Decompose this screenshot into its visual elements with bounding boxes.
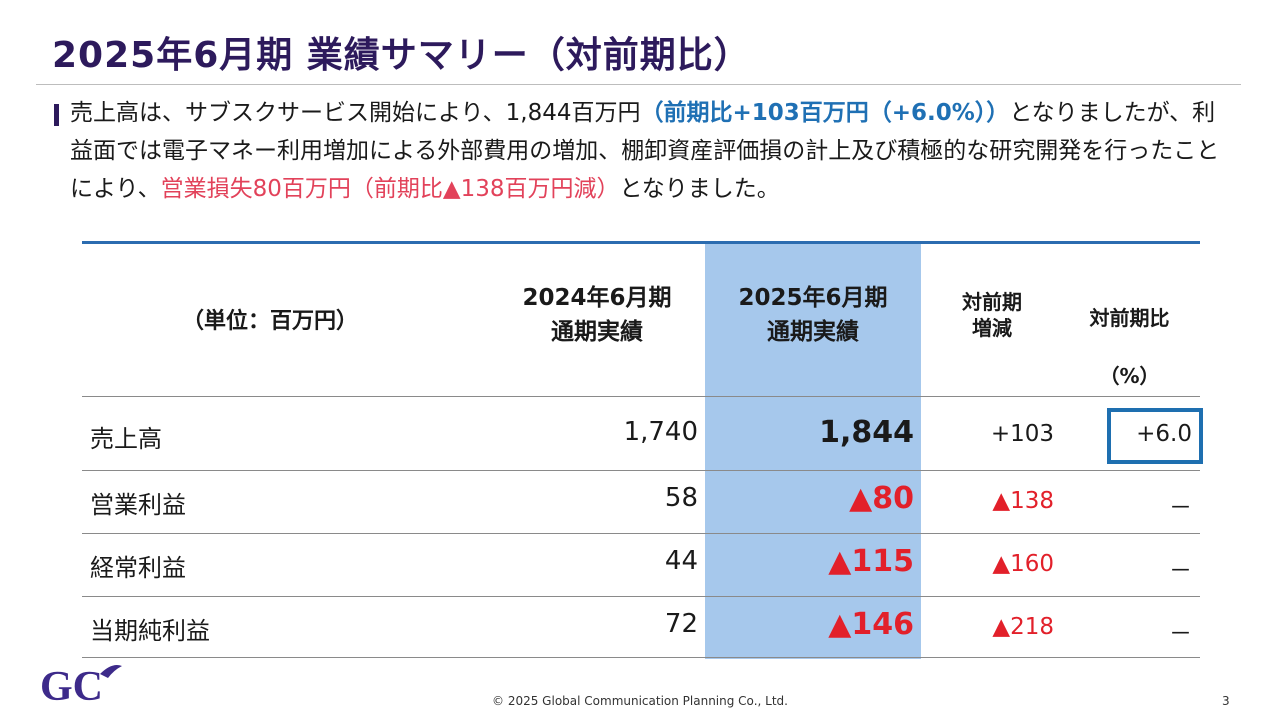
summary-part-3: となりましたが、利益面では電子マネー利用増加による外部費用の増加、棚卸資産評価損…: [70, 100, 1220, 202]
sales-diff: +103: [990, 421, 1054, 447]
company-logo: GC: [40, 664, 122, 708]
row-divider: [82, 396, 1200, 397]
header-diff: 対前期 増減: [937, 289, 1047, 341]
header-curr-line1: 2025年6月期: [738, 285, 888, 311]
copyright-footer: © 2025 Global Communication Planning Co.…: [492, 694, 788, 708]
header-ratio-line1: 対前期比: [1089, 306, 1170, 330]
summary-text: 売上高は、サブスクサービス開始により、1,844百万円（前期比+103百万円（+…: [70, 94, 1220, 208]
net-income-diff: ▲218: [992, 614, 1054, 640]
sales-curr: 1,844: [819, 415, 914, 450]
row-divider: [82, 596, 1200, 597]
page-number: 3: [1222, 694, 1230, 708]
header-prev-line2: 通期実績: [551, 319, 643, 345]
sales-prev: 1,740: [623, 417, 698, 447]
table-top-rule: [82, 241, 1200, 244]
ordinary-income-ratio: －: [1169, 558, 1192, 584]
page-title: 2025年6月期 業績サマリー（対前期比）: [52, 35, 751, 76]
row-divider: [82, 657, 1200, 658]
summary-part-5: となりました。: [619, 176, 780, 202]
header-diff-line2: 増減: [972, 316, 1012, 340]
summary-sales-change: （前期比+103百万円（+6.0%））: [640, 100, 1010, 126]
row-divider: [82, 533, 1200, 534]
summary-bullet-bar: [54, 104, 59, 126]
logo-text: GC: [40, 664, 103, 708]
header-curr-line2: 通期実績: [767, 319, 859, 345]
header-prev-line1: 2024年6月期: [522, 285, 672, 311]
summary-part-1: 売上高は、サブスクサービス開始により、1,844百万円: [70, 100, 641, 126]
sales-ratio-highlight-box: [1107, 408, 1203, 464]
header-ratio-line2: （%）: [1099, 364, 1160, 388]
net-income-ratio: －: [1169, 621, 1192, 647]
header-diff-line1: 対前期: [962, 290, 1022, 314]
operating-income-curr: ▲80: [849, 481, 914, 516]
unit-label: （単位：百万円）: [182, 309, 359, 334]
row-label-ordinary-income: 経常利益: [90, 554, 186, 582]
results-table: （単位：百万円） 2024年6月期 通期実績 2025年6月期 通期実績 対前期…: [82, 241, 1203, 659]
row-label-sales: 売上高: [90, 425, 162, 453]
ordinary-income-diff: ▲160: [992, 551, 1054, 577]
sales-ratio: +6.0: [1136, 421, 1192, 447]
row-label-operating-income: 営業利益: [90, 491, 186, 519]
ordinary-income-curr: ▲115: [828, 544, 914, 579]
ordinary-income-prev: 44: [664, 546, 698, 576]
row-divider: [82, 470, 1200, 471]
net-income-prev: 72: [664, 609, 698, 639]
summary-operating-loss: 営業損失80百万円（前期比▲138百万円減）: [160, 176, 620, 202]
header-prev-period: 2024年6月期 通期実績: [502, 281, 692, 349]
operating-income-ratio: －: [1169, 495, 1192, 521]
operating-income-prev: 58: [664, 483, 698, 513]
title-divider: [36, 84, 1241, 85]
header-curr-period: 2025年6月期 通期実績: [710, 281, 916, 349]
operating-income-diff: ▲138: [992, 488, 1054, 514]
row-label-net-income: 当期純利益: [90, 617, 210, 645]
current-period-column-highlight: [705, 244, 921, 659]
net-income-curr: ▲146: [828, 607, 914, 642]
